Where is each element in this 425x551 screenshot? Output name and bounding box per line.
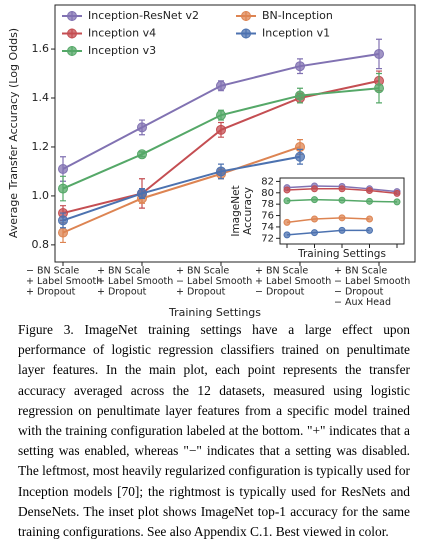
y-tick-label: 1.0	[32, 189, 50, 202]
x-tick-label: + Dropout	[26, 287, 76, 298]
legend-marker	[241, 11, 251, 21]
data-point	[137, 188, 147, 199]
x-tick-label: − Dropout	[255, 287, 305, 298]
data-point	[338, 214, 346, 222]
data-point	[283, 197, 291, 205]
x-tick-label: − Label Smooth	[176, 276, 252, 287]
data-point	[374, 48, 384, 59]
data-point	[295, 61, 305, 72]
data-point	[216, 110, 226, 121]
x-tick-label: + Label Smooth	[97, 276, 173, 287]
x-tick-label: − Label Smooth	[334, 276, 410, 287]
data-point	[283, 218, 291, 226]
x-tick-label: + Dropout	[176, 287, 226, 298]
data-point	[58, 183, 68, 194]
data-point	[311, 185, 318, 193]
data-point	[393, 189, 401, 197]
x-tick-label: + BN Scale	[97, 266, 150, 277]
data-point	[283, 231, 291, 239]
y-tick-label: 0.8	[32, 238, 50, 251]
data-point	[311, 215, 318, 223]
data-point	[311, 196, 318, 204]
data-point	[216, 80, 226, 91]
data-point	[283, 186, 291, 194]
data-point	[295, 90, 305, 101]
legend-marker	[67, 28, 77, 39]
x-tick-label: + BN Scale	[334, 266, 387, 277]
legend-label: Inception v3	[88, 44, 156, 57]
data-point	[216, 166, 226, 177]
y-axis-title: ImageNet	[230, 185, 242, 236]
legend-label: Inception v1	[262, 27, 330, 40]
series-line	[62, 155, 301, 222]
y-tick-label: 82	[261, 176, 274, 187]
y-tick-label: 1.2	[32, 140, 50, 153]
data-point	[338, 196, 346, 204]
y-tick-label: 76	[261, 211, 274, 222]
chart: 0.81.01.21.41.6− BN Scale+ Label Smooth+…	[7, 4, 416, 319]
x-tick-label: + BN Scale	[255, 266, 308, 277]
data-point	[311, 229, 318, 237]
data-point	[58, 215, 68, 226]
data-point	[366, 215, 373, 223]
y-tick-label: 80	[261, 188, 274, 199]
legend-label: Inception v4	[88, 27, 156, 40]
y-tick-label: 78	[261, 199, 274, 210]
x-tick-label: − BN Scale	[26, 266, 79, 277]
x-tick-label: + Label Smooth	[26, 276, 102, 287]
data-point	[366, 197, 373, 205]
data-point	[393, 198, 401, 206]
data-point	[137, 122, 147, 133]
legend-label: Inception-ResNet v2	[88, 9, 199, 22]
data-point	[216, 124, 226, 135]
y-tick-label: 1.4	[32, 91, 50, 104]
series-line	[62, 146, 301, 234]
data-point	[338, 226, 346, 234]
series-line	[286, 217, 370, 224]
legend-label: BN-Inception	[262, 9, 333, 22]
y-axis-title: Average Transfer Accuracy (Log Odds)	[7, 28, 20, 238]
x-tick-label: − Aux Head	[334, 297, 391, 308]
legend-marker	[67, 11, 77, 21]
data-point	[58, 163, 68, 174]
data-point	[58, 227, 68, 238]
x-axis-title: Training Settings	[168, 306, 261, 319]
caption: Figure 3. ImageNet training settings hav…	[18, 322, 410, 540]
data-point	[366, 187, 373, 195]
y-tick-label: 74	[261, 222, 274, 233]
data-point	[366, 226, 373, 234]
data-point	[338, 185, 346, 193]
data-point	[295, 151, 305, 162]
legend-marker	[241, 28, 251, 39]
y-tick-label: 72	[261, 233, 274, 244]
data-point	[137, 149, 147, 160]
x-tick-label: + BN Scale	[176, 266, 229, 277]
legend-marker	[67, 46, 77, 56]
x-tick-label: − Dropout	[334, 287, 384, 298]
y-axis-title: Accuracy	[242, 187, 254, 235]
x-axis-title: Training Settings	[297, 248, 386, 260]
series-line	[286, 229, 370, 236]
x-tick-label: + Label Smooth	[255, 276, 331, 287]
x-tick-label: + Dropout	[97, 287, 147, 298]
y-tick-label: 1.6	[32, 42, 50, 55]
data-point	[374, 83, 384, 94]
